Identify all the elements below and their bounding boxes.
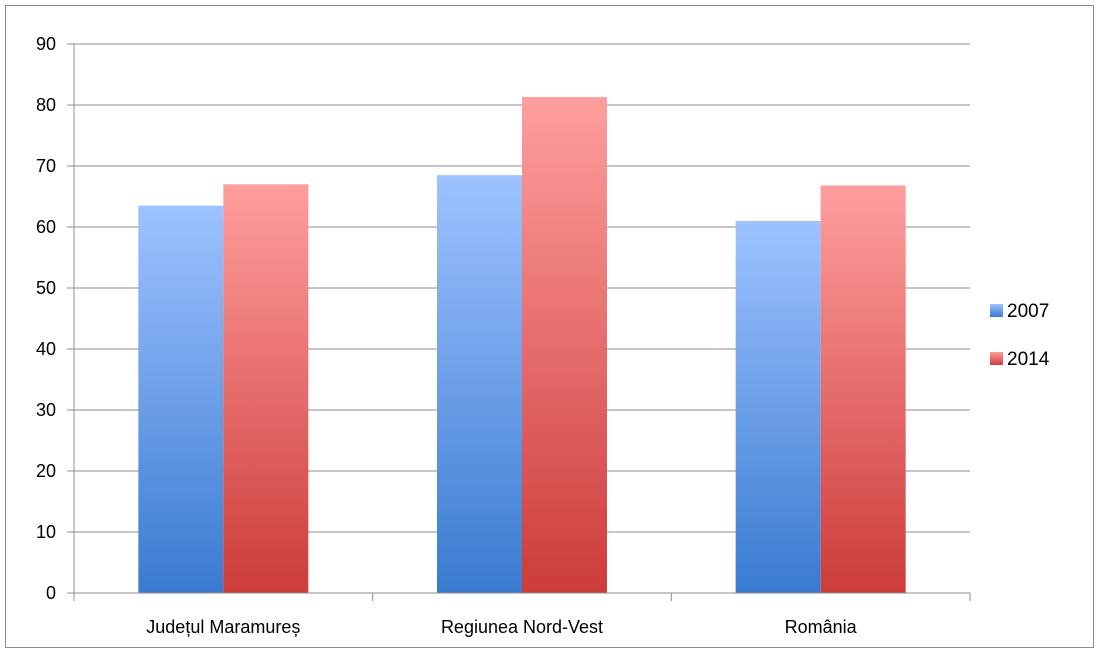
legend-label-2007: 2007 xyxy=(1007,301,1049,322)
legend: 2007 2014 xyxy=(990,301,1050,370)
bar-2014-0 xyxy=(223,184,309,594)
x-tick-label: Regiunea Nord-Vest xyxy=(441,617,603,637)
y-tick-label: 0 xyxy=(46,583,56,603)
axes xyxy=(73,44,970,594)
y-tick-label: 60 xyxy=(36,217,56,237)
x-tick-label: România xyxy=(785,617,858,637)
legend-swatch-2007 xyxy=(990,304,1003,317)
y-tick-label: 20 xyxy=(36,461,56,481)
x-tick-label: Județul Maramureș xyxy=(146,617,300,637)
y-tick-label: 10 xyxy=(36,522,56,542)
y-tick-label: 90 xyxy=(36,34,56,54)
x-axis-ticks: Județul Maramureș Regiunea Nord-Vest Român… xyxy=(73,593,971,637)
bar-2007-1 xyxy=(437,175,522,593)
y-tick-label: 30 xyxy=(36,400,56,420)
bar-2014-2 xyxy=(820,185,906,593)
y-tick-label: 50 xyxy=(36,278,56,298)
y-axis-ticks: 0 10 20 30 40 50 60 70 80 90 xyxy=(36,34,74,603)
y-tick-label: 80 xyxy=(36,95,56,115)
legend-label-2014: 2014 xyxy=(1007,349,1050,370)
bar-2007-2 xyxy=(735,220,821,593)
y-tick-label: 70 xyxy=(36,156,56,176)
bars xyxy=(138,97,906,594)
y-tick-label: 40 xyxy=(36,339,56,359)
bar-2014-1 xyxy=(522,97,607,593)
bar-2007-0 xyxy=(138,205,224,593)
legend-swatch-2014 xyxy=(990,352,1003,365)
